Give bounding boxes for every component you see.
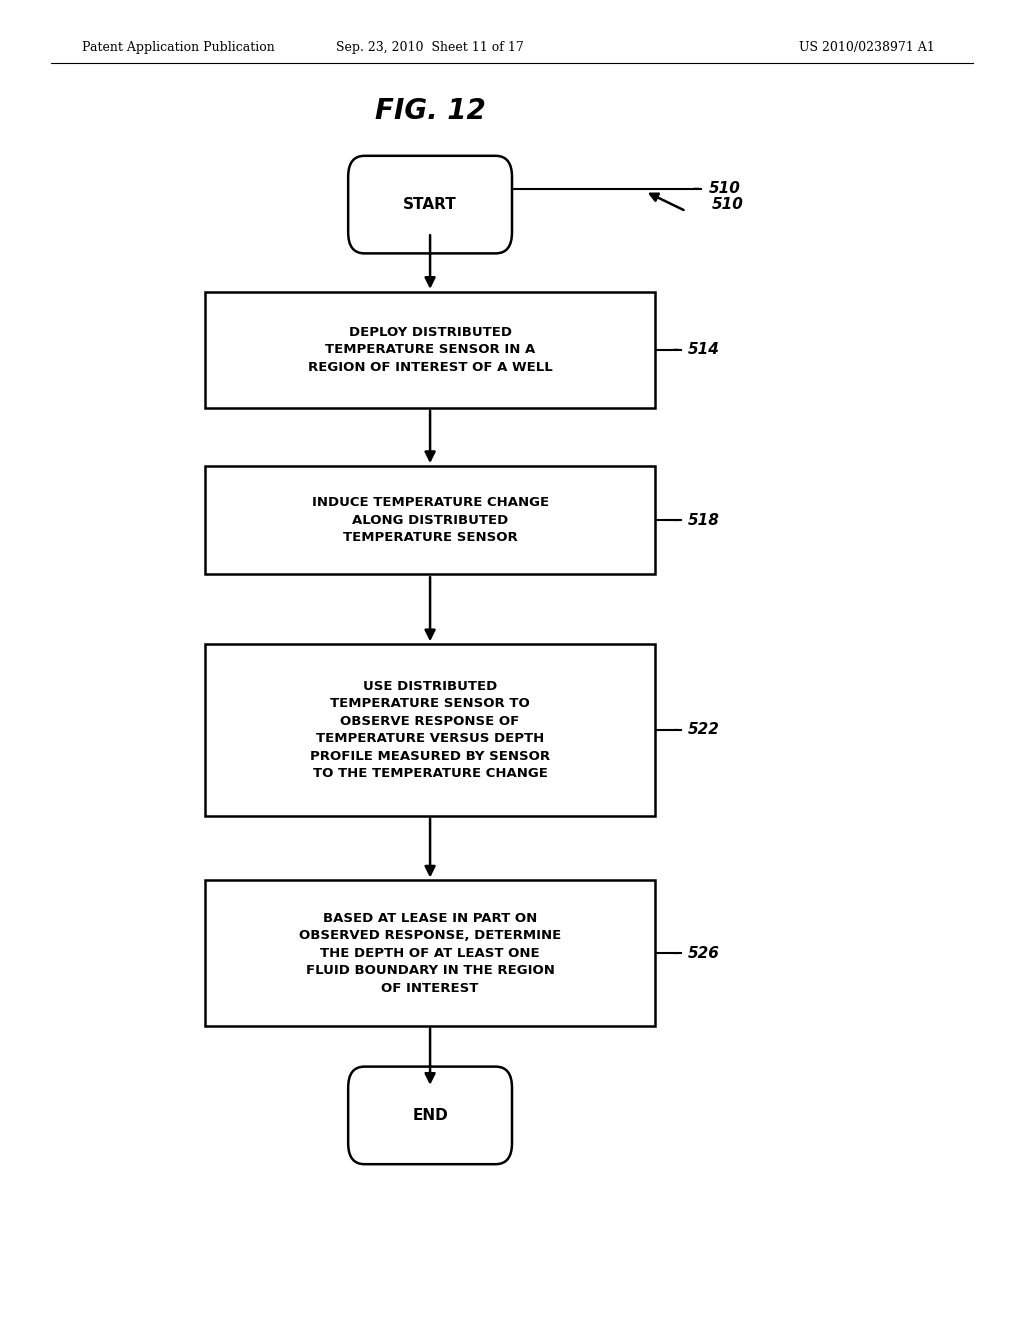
Bar <box>205 880 655 1026</box>
Text: BASED AT LEASE IN PART ON
OBSERVED RESPONSE, DETERMINE
THE DEPTH OF AT LEAST ONE: BASED AT LEASE IN PART ON OBSERVED RESPO… <box>299 912 561 994</box>
Text: US 2010/0238971 A1: US 2010/0238971 A1 <box>799 41 935 54</box>
Text: 526: 526 <box>688 945 720 961</box>
Text: 514: 514 <box>688 342 720 358</box>
Bar <box>205 644 655 816</box>
Text: DEPLOY DISTRIBUTED
TEMPERATURE SENSOR IN A
REGION OF INTEREST OF A WELL: DEPLOY DISTRIBUTED TEMPERATURE SENSOR IN… <box>307 326 553 374</box>
Text: 510: 510 <box>712 197 743 213</box>
FancyBboxPatch shape <box>348 156 512 253</box>
Bar <box>205 466 655 574</box>
Text: USE DISTRIBUTED
TEMPERATURE SENSOR TO
OBSERVE RESPONSE OF
TEMPERATURE VERSUS DEP: USE DISTRIBUTED TEMPERATURE SENSOR TO OB… <box>310 680 550 780</box>
Text: END: END <box>413 1107 447 1123</box>
Bar <box>205 292 655 408</box>
Text: Patent Application Publication: Patent Application Publication <box>82 41 274 54</box>
FancyBboxPatch shape <box>348 1067 512 1164</box>
Text: Sep. 23, 2010  Sheet 11 of 17: Sep. 23, 2010 Sheet 11 of 17 <box>336 41 524 54</box>
Text: 522: 522 <box>688 722 720 738</box>
Text: START: START <box>403 197 457 213</box>
Text: 518: 518 <box>688 512 720 528</box>
Text: FIG. 12: FIG. 12 <box>375 96 485 125</box>
Text: 510: 510 <box>709 181 740 197</box>
Text: INDUCE TEMPERATURE CHANGE
ALONG DISTRIBUTED
TEMPERATURE SENSOR: INDUCE TEMPERATURE CHANGE ALONG DISTRIBU… <box>311 496 549 544</box>
